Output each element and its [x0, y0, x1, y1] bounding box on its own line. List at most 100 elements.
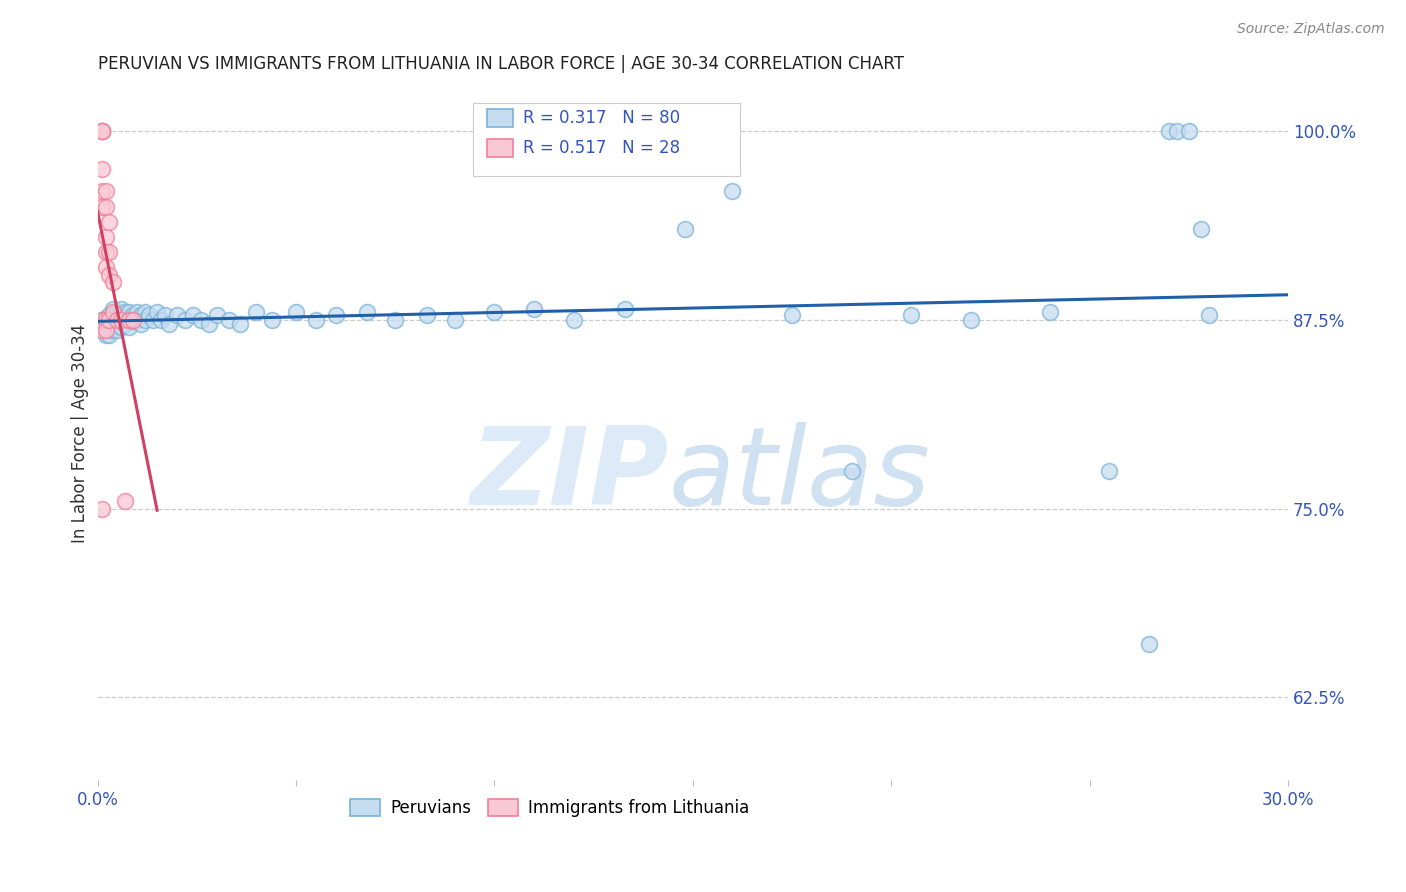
Point	[90, 323, 112, 337]
Text: R = 0.317   N = 80: R = 0.317 N = 80	[523, 110, 679, 128]
Point	[110, 308, 132, 322]
Point	[107, 313, 129, 327]
Point	[959, 313, 981, 327]
Point	[94, 318, 117, 332]
Point	[90, 318, 112, 332]
Point	[1039, 305, 1062, 319]
Point	[118, 313, 141, 327]
Point	[98, 308, 121, 322]
Point	[90, 323, 112, 337]
Point	[94, 323, 117, 337]
Point	[94, 311, 117, 326]
Text: ZIP: ZIP	[471, 422, 669, 528]
Point	[90, 313, 112, 327]
Point	[129, 308, 152, 322]
Point	[721, 185, 744, 199]
Point	[90, 124, 112, 138]
Point	[90, 124, 112, 138]
Point	[127, 313, 149, 327]
Point	[146, 305, 169, 319]
Point	[98, 215, 121, 229]
Point	[94, 244, 117, 259]
Point	[127, 305, 149, 319]
Point	[107, 311, 129, 326]
Point	[118, 320, 141, 334]
Point	[103, 302, 125, 317]
Point	[166, 308, 188, 322]
Point	[107, 305, 129, 319]
Point	[110, 302, 132, 317]
Point	[229, 318, 252, 332]
Point	[285, 305, 308, 319]
Point	[129, 318, 152, 332]
Point	[110, 320, 132, 334]
Point	[134, 313, 156, 327]
Text: R = 0.517   N = 28: R = 0.517 N = 28	[523, 138, 679, 157]
Point	[98, 318, 121, 332]
Point	[384, 313, 406, 327]
Point	[416, 308, 439, 322]
Point	[142, 313, 165, 327]
Point	[90, 124, 112, 138]
Point	[305, 313, 328, 327]
Point	[443, 313, 465, 327]
Point	[325, 308, 347, 322]
Point	[153, 308, 176, 322]
FancyBboxPatch shape	[486, 110, 513, 128]
Point	[90, 200, 112, 214]
Point	[205, 308, 228, 322]
Point	[90, 124, 112, 138]
FancyBboxPatch shape	[486, 138, 513, 157]
Point	[900, 308, 922, 322]
Point	[90, 161, 112, 176]
Point	[107, 323, 129, 337]
Point	[673, 222, 696, 236]
Point	[107, 318, 129, 332]
Point	[150, 313, 173, 327]
Point	[562, 313, 585, 327]
Point	[1137, 637, 1160, 651]
Point	[98, 244, 121, 259]
Point	[90, 313, 112, 327]
Point	[103, 275, 125, 289]
Point	[98, 268, 121, 282]
Point	[94, 200, 117, 214]
Point	[197, 318, 219, 332]
Point	[262, 313, 284, 327]
Point	[218, 313, 240, 327]
Point	[114, 311, 136, 326]
Point	[1166, 124, 1188, 138]
Point	[110, 313, 132, 327]
Point	[118, 305, 141, 319]
Text: Source: ZipAtlas.com: Source: ZipAtlas.com	[1237, 22, 1385, 37]
Point	[98, 323, 121, 337]
Point	[841, 464, 863, 478]
Point	[114, 494, 136, 508]
Text: atlas: atlas	[669, 422, 931, 527]
Point	[484, 305, 506, 319]
Point	[157, 318, 180, 332]
Point	[94, 260, 117, 274]
Point	[114, 305, 136, 319]
Point	[614, 302, 637, 317]
Point	[110, 313, 132, 327]
Point	[103, 313, 125, 327]
Y-axis label: In Labor Force | Age 30-34: In Labor Force | Age 30-34	[72, 324, 89, 542]
Point	[780, 308, 803, 322]
Point	[98, 327, 121, 342]
Point	[1178, 124, 1201, 138]
Point	[181, 308, 204, 322]
Point	[245, 305, 267, 319]
Point	[1189, 222, 1212, 236]
Point	[98, 313, 121, 327]
Point	[98, 313, 121, 327]
Point	[103, 308, 125, 322]
Point	[523, 302, 546, 317]
Point	[94, 185, 117, 199]
Point	[122, 313, 145, 327]
Point	[356, 305, 378, 319]
Point	[1198, 308, 1220, 322]
Point	[90, 501, 112, 516]
Point	[122, 314, 145, 328]
Point	[94, 327, 117, 342]
